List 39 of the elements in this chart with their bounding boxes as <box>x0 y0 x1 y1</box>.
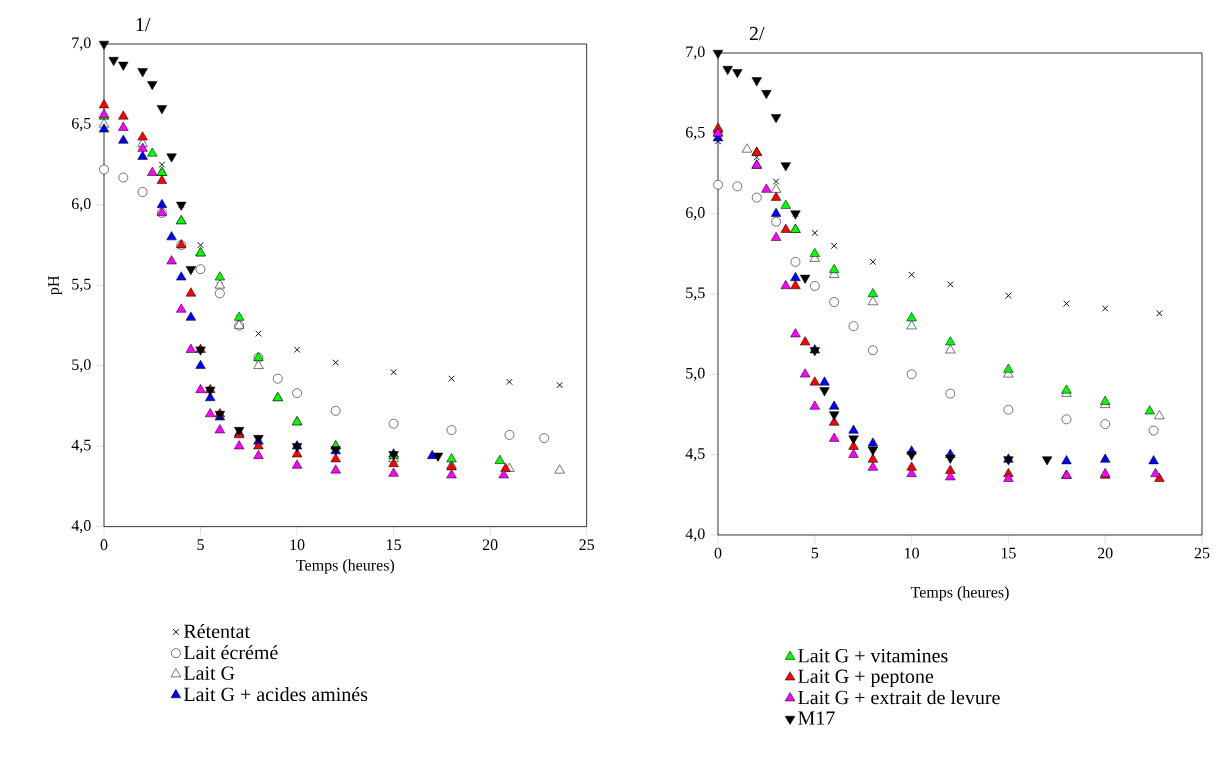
legend-label: Lait G + peptone <box>798 669 934 688</box>
x-tick-label: 25 <box>579 539 595 551</box>
x-tick-label: 10 <box>290 539 305 551</box>
chart-title: 2/ <box>749 26 765 41</box>
x-tick-label: 25 <box>1194 547 1210 559</box>
x-tick-label: 20 <box>1097 547 1113 559</box>
y-tick-label: 4,0 <box>685 528 705 542</box>
x-axis-title: Temps (heures) <box>296 559 395 574</box>
legend-label: Lait G + acides aminés <box>183 687 368 702</box>
chart-title: 1/ <box>136 17 151 32</box>
x-tick-label: 15 <box>1001 547 1016 559</box>
legend-label: Lait écrémé <box>183 645 278 660</box>
y-axis-title: pH <box>48 276 63 295</box>
y-tick-label: 7,0 <box>72 37 91 51</box>
legend-label: Lait G + extrait de levure <box>798 690 1000 705</box>
y-tick-label: 5,5 <box>72 278 91 292</box>
y-tick-label: 4,5 <box>685 448 705 462</box>
x-axis-title: Temps (heures) <box>910 586 1009 601</box>
x-tick-label: 5 <box>197 539 204 550</box>
y-tick-label: 5,0 <box>686 367 705 381</box>
y-tick-label: 4,0 <box>71 520 91 534</box>
y-tick-label: 6,5 <box>71 117 91 131</box>
y-tick-label: 7,0 <box>686 46 705 60</box>
legend-label: M17 <box>798 711 835 725</box>
legend-label: Lait G + vitamines <box>798 649 948 663</box>
x-tick-label: 0 <box>100 539 108 551</box>
y-tick-label: 5,5 <box>686 287 705 301</box>
y-tick-label: 5,0 <box>72 359 91 373</box>
x-tick-label: 0 <box>714 547 722 559</box>
x-tick-label: 10 <box>905 547 919 559</box>
legend-label: Rétentat <box>183 623 250 639</box>
x-tick-label: 15 <box>387 539 401 551</box>
y-tick-label: 6,0 <box>71 198 91 212</box>
x-tick-label: 20 <box>482 539 498 551</box>
x-tick-label: 5 <box>811 547 819 559</box>
y-tick-label: 6,5 <box>685 126 705 140</box>
legend-label: Lait G <box>183 666 235 680</box>
y-tick-label: 4,5 <box>71 439 91 453</box>
y-tick-label: 6,0 <box>685 207 705 221</box>
